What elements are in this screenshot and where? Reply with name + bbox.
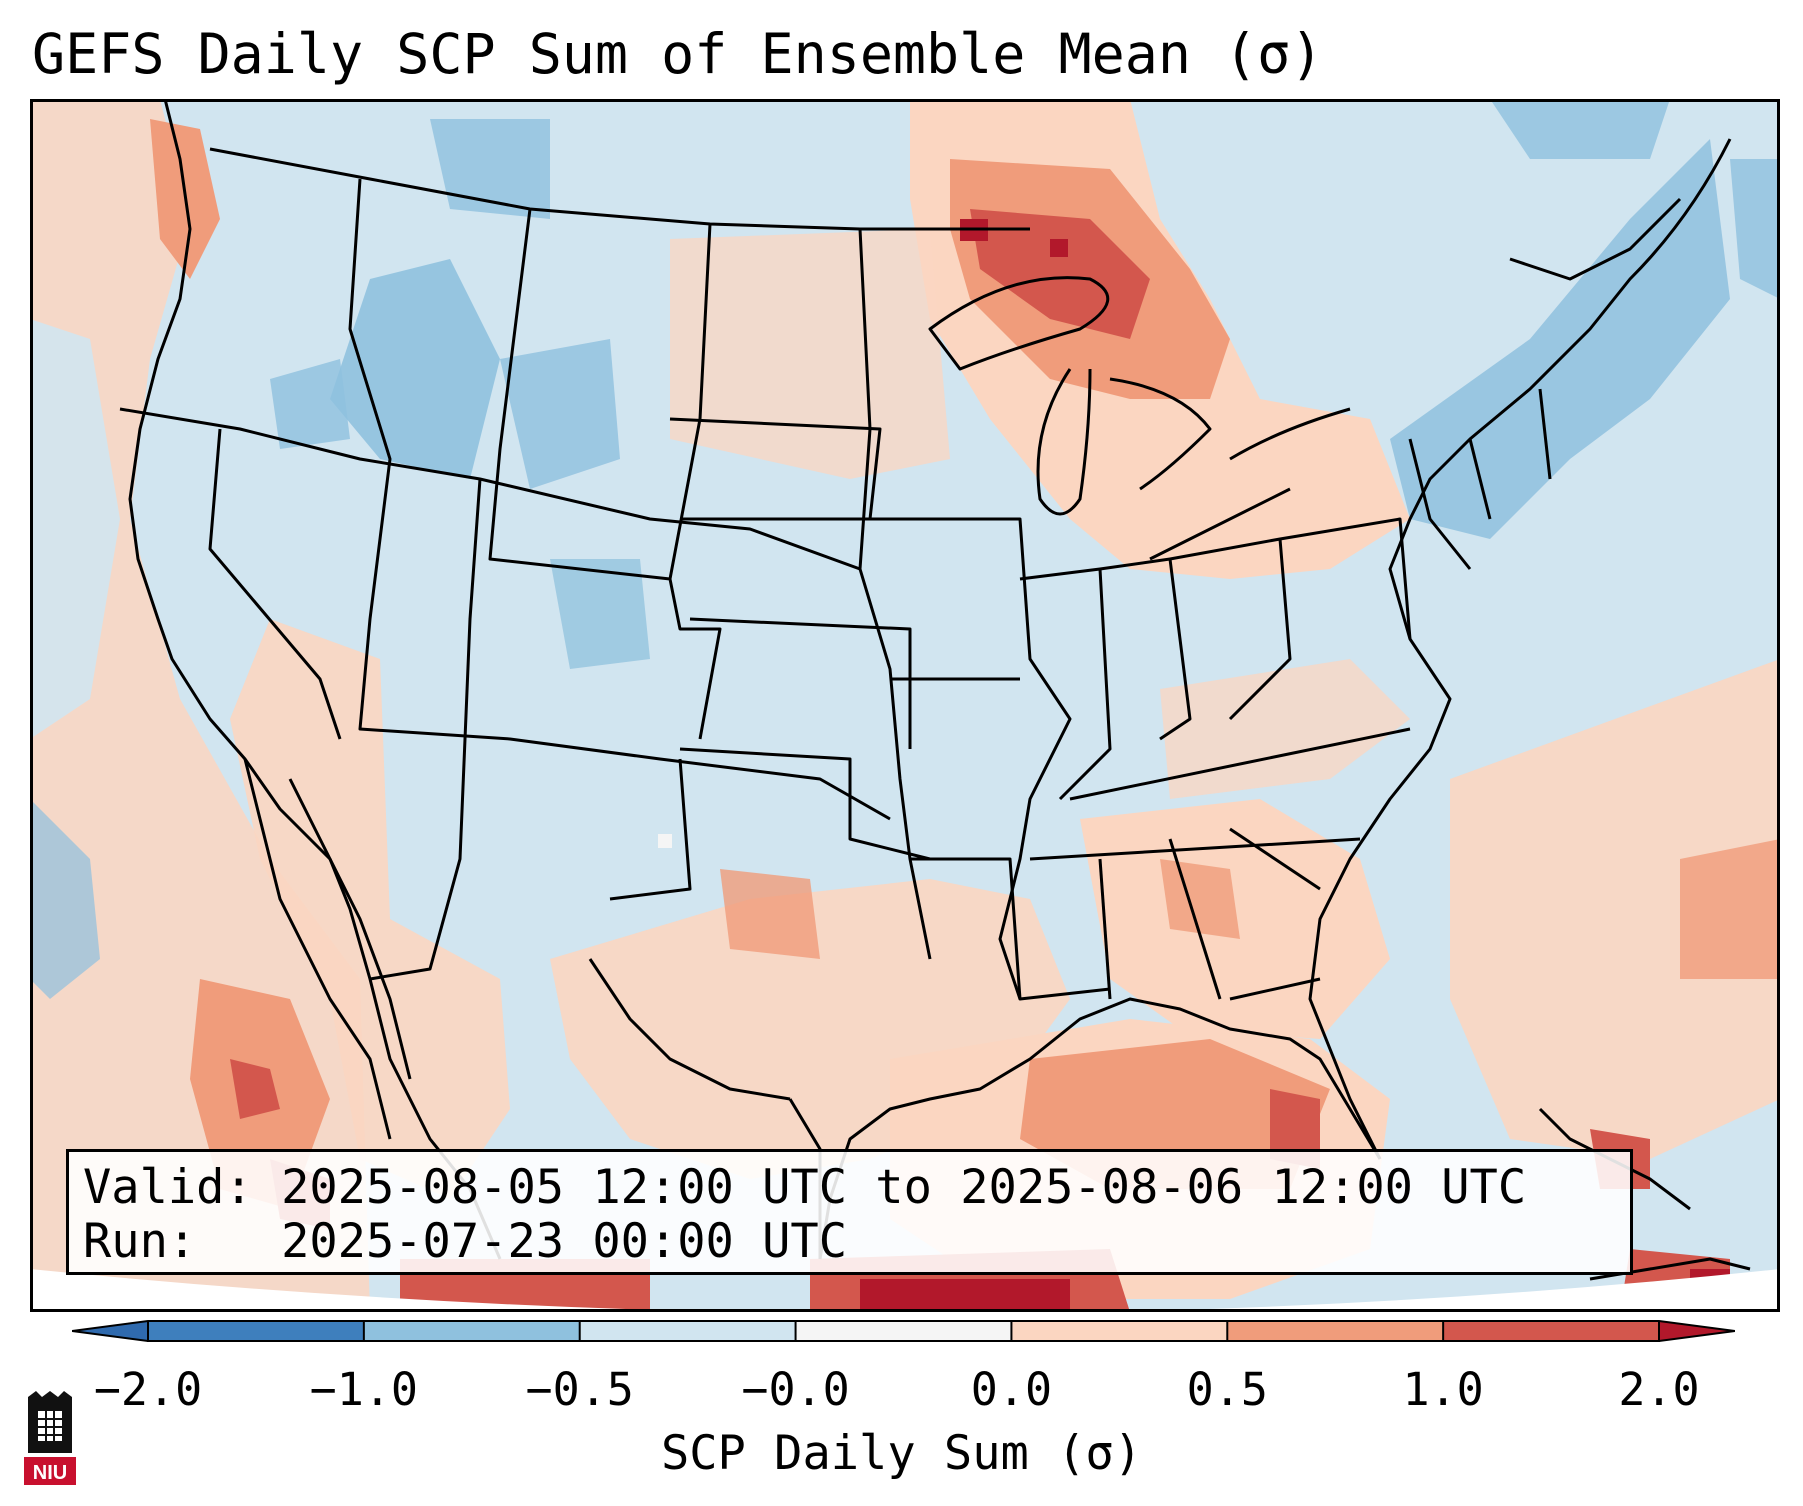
colorbar [72,1320,1735,1342]
conus-map [30,99,1780,1312]
colorbar-outline [72,1320,1735,1342]
borders [119,99,1751,1281]
colorbar-tick-label: 0.5 [1186,1363,1268,1416]
colorbar-tick-label: 2.0 [1618,1363,1700,1416]
map-panel [30,99,1780,1312]
colorbar-tick-label: −0.0 [741,1363,850,1416]
colorbar-segment [1443,1321,1660,1341]
valid-run-info-box: Valid: 2025-08-05 12:00 UTC to 2025-08-0… [66,1149,1633,1275]
valid-time-text: Valid: 2025-08-05 12:00 UTC to 2025-08-0… [83,1160,1527,1215]
colorbar-over-arrow [1659,1321,1735,1341]
chart-title: GEFS Daily SCP Sum of Ensemble Mean (σ) [32,22,1324,86]
colorbar-tick-label: −0.5 [525,1363,634,1416]
colorbar-tick-label: −1.0 [309,1363,419,1416]
colorbar-segment [1227,1321,1444,1341]
run-time-text: Run: 2025-07-23 00:00 UTC [83,1214,848,1269]
colorbar-segment [148,1321,365,1341]
colorbar-tick-label: 0.0 [970,1363,1053,1416]
colorbar-segment [1011,1321,1228,1341]
colorbar-tick-label: −2.0 [93,1363,203,1416]
colorbar-segment [795,1321,1012,1341]
colorbar-under-arrow [72,1321,148,1341]
projection-edge [30,1269,1780,1312]
colorbar-segment [363,1321,581,1341]
colorbar-label: SCP Daily Sum (σ) [660,1426,1143,1481]
map-border [30,99,1780,1312]
colorbar-segment [579,1321,797,1341]
colorbar-tick-label: 1.0 [1402,1363,1484,1416]
logo-text: NIU [33,1462,67,1484]
niu-logo-icon: NIU [24,1391,76,1485]
